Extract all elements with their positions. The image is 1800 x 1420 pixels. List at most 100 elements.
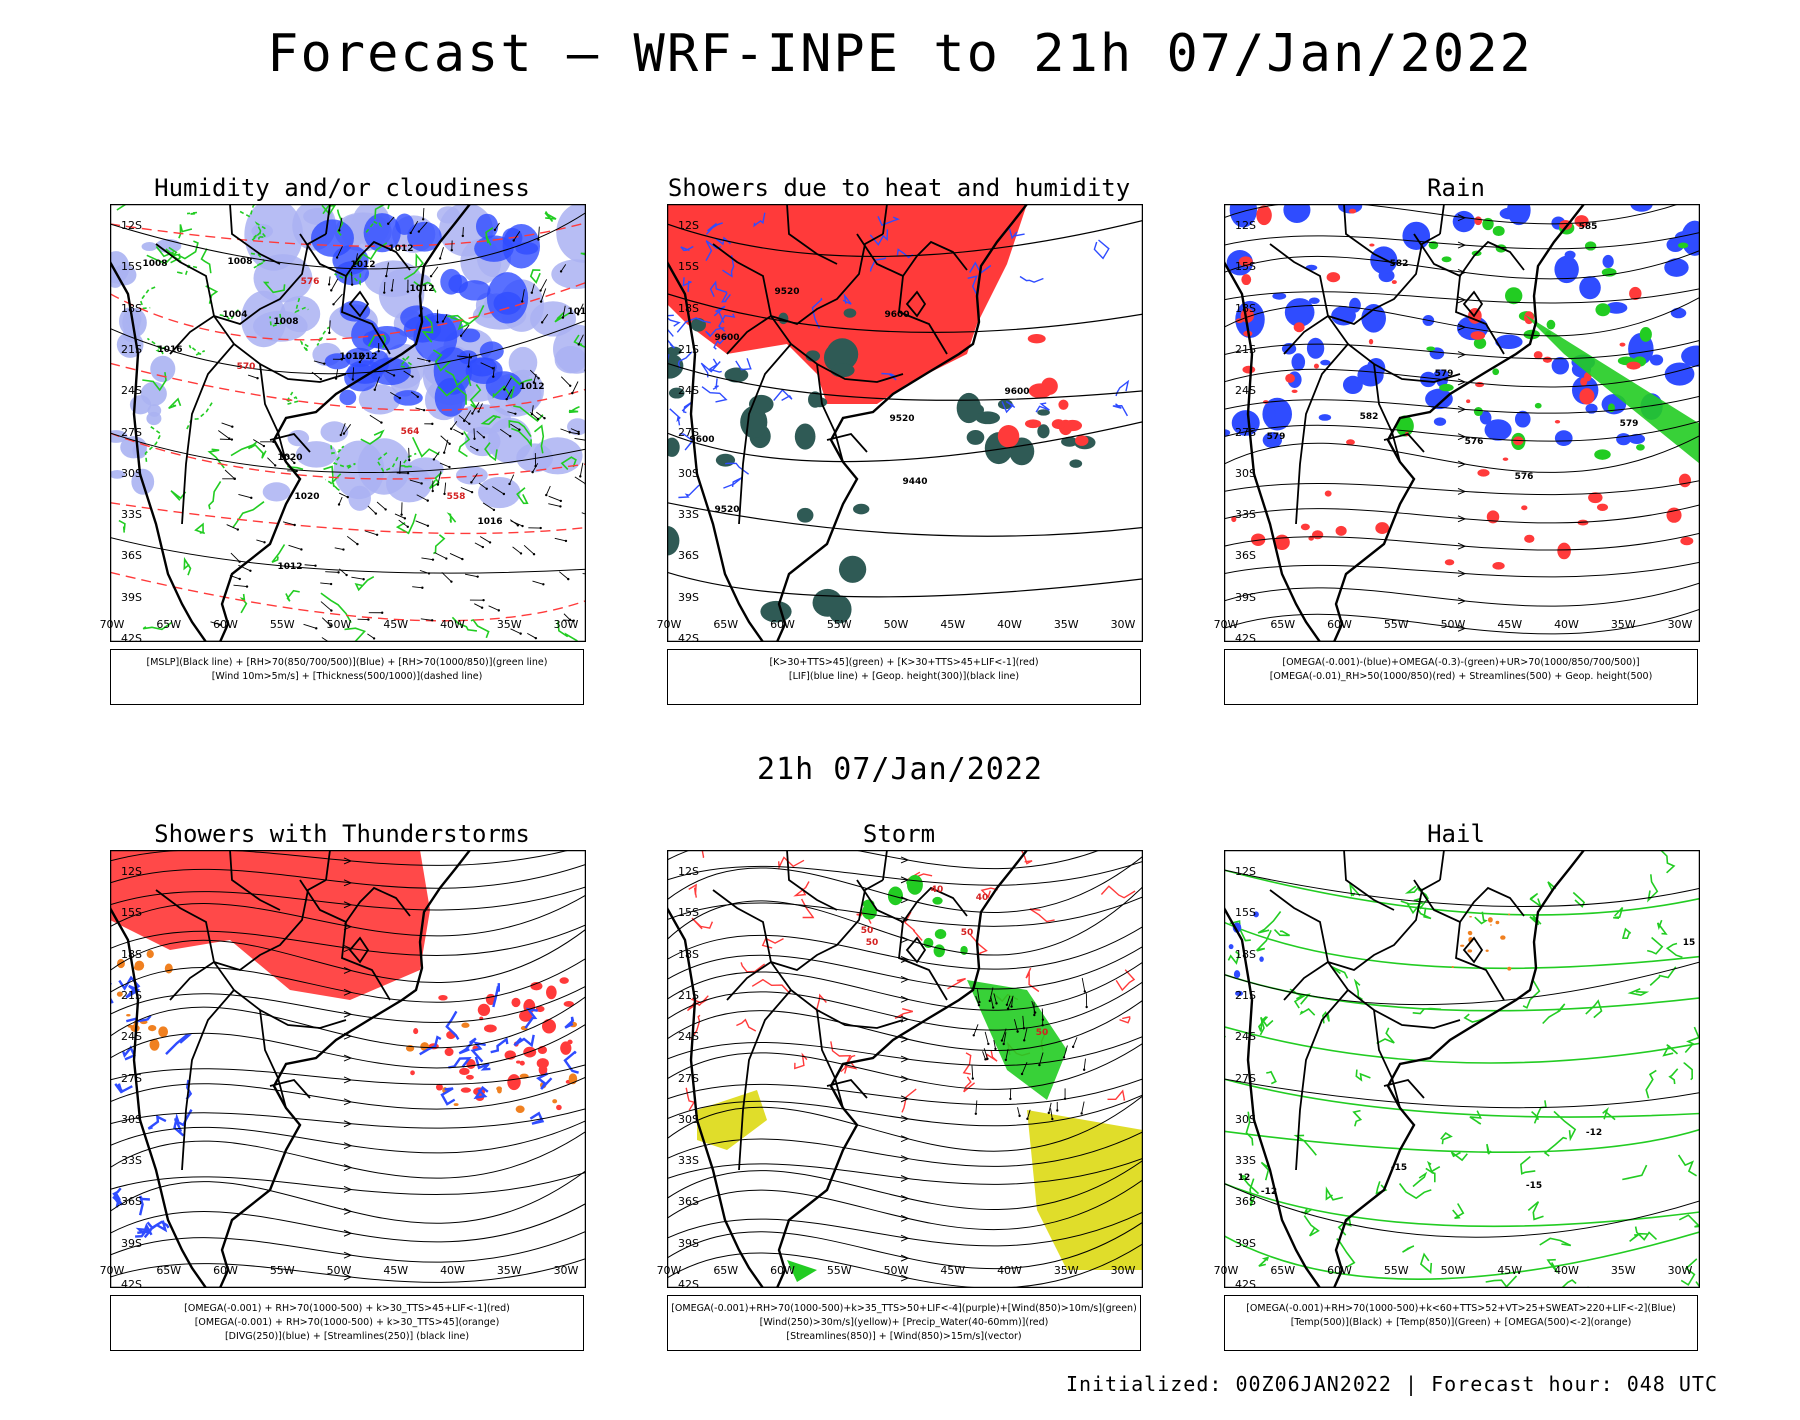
longitude-tick: 70W (1206, 1264, 1246, 1277)
latitude-tick: 24S (1216, 384, 1256, 397)
legend-line: [OMEGA(-0.001)-(blue)+OMEGA(-0.3)-(green… (1225, 656, 1697, 670)
svg-text:1020: 1020 (294, 492, 319, 502)
contour-label: 576 (301, 277, 320, 287)
longitude-tick: 60W (206, 618, 246, 631)
latitude-tick: 36S (1216, 1195, 1256, 1208)
panel-legend: [OMEGA(-0.001)+RH>70(1000-500)+k>35_TTS>… (667, 1295, 1141, 1351)
longitude-tick: 45W (376, 618, 416, 631)
contour-label: 582 (1360, 412, 1379, 422)
svg-text:1012: 1012 (352, 352, 377, 362)
svg-text:579: 579 (1435, 369, 1454, 379)
svg-text:9520: 9520 (774, 287, 799, 297)
svg-text:-15: -15 (1526, 1181, 1542, 1191)
contour-label: 9600 (884, 310, 909, 320)
latitude-tick: 33S (659, 1154, 699, 1167)
svg-text:1016: 1016 (477, 517, 502, 527)
latitude-tick: 30S (659, 467, 699, 480)
latitude-tick: 39S (659, 1237, 699, 1250)
contour-label: 576 (1515, 472, 1534, 482)
contour-label: 50 (1036, 1028, 1049, 1038)
longitude-tick: 50W (319, 618, 359, 631)
latitude-tick: 30S (102, 1113, 142, 1126)
legend-line: [Wind(250)>30m/s](yellow)+ [Precip_Water… (668, 1316, 1140, 1330)
latitude-tick: 27S (102, 426, 142, 439)
contour-label: 12 (1238, 1173, 1251, 1183)
latitude-tick: 24S (102, 1030, 142, 1043)
panel-legend: [MSLP](Black line) + [RH>70(850/700/500)… (110, 649, 584, 705)
longitude-tick: 35W (489, 618, 529, 631)
contour-label: 15 (1683, 938, 1696, 948)
contour-label: 1008 (227, 257, 252, 267)
longitude-tick: 50W (1433, 1264, 1473, 1277)
svg-text:1016: 1016 (567, 307, 586, 317)
contour-label: -12 (1586, 1128, 1602, 1138)
latitude-tick: 15S (102, 906, 142, 919)
contour-label: 9520 (889, 414, 914, 424)
contour-label: 1016 (567, 307, 586, 317)
svg-text:50: 50 (1036, 1028, 1049, 1038)
contour-label: 579 (1267, 432, 1286, 442)
svg-text:40: 40 (931, 885, 944, 895)
latitude-tick: 18S (102, 948, 142, 961)
contour-label: 570 (237, 362, 256, 372)
contour-label: -15 (1391, 1163, 1407, 1173)
legend-line: [Wind 10m>5m/s] + [Thickness(500/1000)](… (111, 670, 583, 684)
legend-line: [OMEGA(-0.001) + RH>70(1000-500) + k>30_… (111, 1316, 583, 1330)
legend-line: [Temp(500)](Black) + [Temp(850)](Green) … (1225, 1316, 1697, 1330)
latitude-tick: 30S (102, 467, 142, 480)
latitude-tick: 12S (659, 219, 699, 232)
svg-text:9600: 9600 (884, 310, 909, 320)
longitude-tick: 55W (262, 1264, 302, 1277)
latitude-tick: 18S (1216, 302, 1256, 315)
longitude-tick: 60W (206, 1264, 246, 1277)
latitude-tick: 33S (102, 508, 142, 521)
latitude-tick: 42S (659, 1278, 699, 1291)
longitude-tick: 40W (433, 618, 473, 631)
latitude-tick: 39S (102, 591, 142, 604)
svg-text:558: 558 (447, 492, 466, 502)
latitude-tick: 27S (1216, 1072, 1256, 1085)
legend-line: [OMEGA(-0.001)+RH>70(1000-500)+k>35_TTS>… (668, 1302, 1140, 1316)
contour-label: 564 (401, 427, 420, 437)
longitude-tick: 45W (933, 618, 973, 631)
contour-label: 1012 (388, 244, 413, 254)
svg-text:1012: 1012 (350, 260, 375, 270)
svg-text:1012: 1012 (388, 244, 413, 254)
contour-label: 1016 (477, 517, 502, 527)
longitude-tick: 50W (876, 1264, 916, 1277)
latitude-tick: 21S (1216, 989, 1256, 1002)
latitude-tick: 18S (102, 302, 142, 315)
panel-legend: [OMEGA(-0.001)-(blue)+OMEGA(-0.3)-(green… (1224, 649, 1698, 705)
svg-text:579: 579 (1620, 419, 1639, 429)
panel-title: Hail (1176, 820, 1736, 848)
longitude-tick: 30W (1103, 618, 1143, 631)
latitude-tick: 21S (659, 989, 699, 1002)
latitude-tick: 36S (659, 1195, 699, 1208)
contour-label: 582 (1390, 259, 1409, 269)
latitude-tick: 30S (1216, 1113, 1256, 1126)
svg-text:576: 576 (1515, 472, 1534, 482)
legend-line: [Streamlines(850)] + [Wind(850)>15m/s](v… (668, 1330, 1140, 1344)
longitude-tick: 35W (1603, 1264, 1643, 1277)
legend-line: [OMEGA(-0.01)_RH>50(1000/850)(red) + Str… (1225, 670, 1697, 684)
latitude-tick: 27S (659, 1072, 699, 1085)
latitude-tick: 36S (102, 1195, 142, 1208)
latitude-tick: 15S (102, 260, 142, 273)
longitude-tick: 50W (319, 1264, 359, 1277)
svg-text:50: 50 (866, 938, 879, 948)
latitude-tick: 21S (102, 989, 142, 1002)
latitude-tick: 21S (102, 343, 142, 356)
latitude-tick: 36S (659, 549, 699, 562)
contour-label: 50 (866, 938, 879, 948)
svg-text:40: 40 (976, 893, 989, 903)
latitude-tick: 36S (102, 549, 142, 562)
main-title: Forecast — WRF-INPE to 21h 07/Jan/2022 (0, 24, 1800, 84)
latitude-tick: 12S (659, 865, 699, 878)
contour-label: 1020 (277, 453, 302, 463)
longitude-tick: 30W (1660, 1264, 1700, 1277)
latitude-tick: 18S (659, 302, 699, 315)
latitude-tick: 30S (1216, 467, 1256, 480)
contour-label: 1012 (519, 382, 544, 392)
